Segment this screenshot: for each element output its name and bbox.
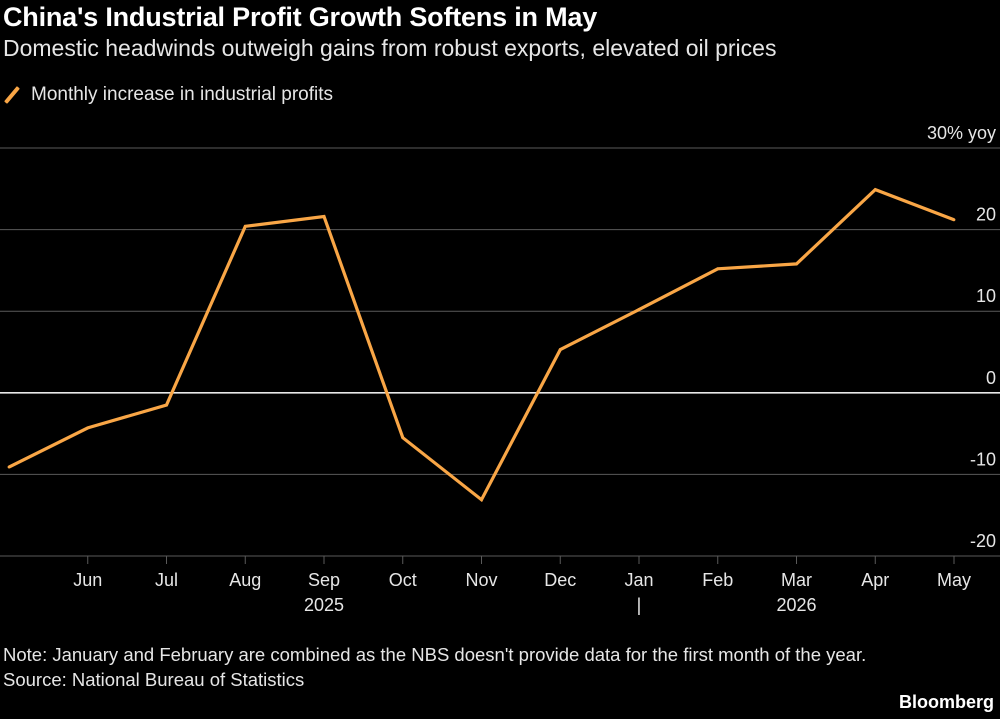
y-tick-label: 0 xyxy=(986,368,996,388)
chart-subtitle: Domestic headwinds outweigh gains from r… xyxy=(3,35,777,61)
y-axis-labels: -20 -10 0 10 20 30% yoy xyxy=(927,123,996,551)
data-point xyxy=(873,188,877,192)
x-tick-label: Jul xyxy=(155,570,178,590)
chart-title: China's Industrial Profit Growth Softens… xyxy=(3,2,598,32)
data-point xyxy=(7,465,11,469)
chart-legend: Monthly increase in industrial profits xyxy=(3,83,333,107)
data-point xyxy=(637,308,641,311)
y-tick-label: -20 xyxy=(970,531,996,551)
year-label: 2026 xyxy=(776,595,816,615)
data-point xyxy=(322,215,326,218)
data-point xyxy=(243,224,247,228)
chart-note: Note: January and February are combined … xyxy=(3,644,867,665)
grid-layer xyxy=(0,147,1000,557)
brand-logo: Bloomberg xyxy=(898,692,994,712)
x-tick-label: Dec xyxy=(544,570,576,590)
line-chart: -20 -10 0 10 20 30% yoy Jun Jul Aug Sep Oct Nov Dec… xyxy=(0,123,1000,615)
y-tick-label: 30% yoy xyxy=(927,123,996,143)
data-point xyxy=(952,218,956,222)
x-tick-label: Mar xyxy=(781,570,812,590)
data-point xyxy=(401,436,405,440)
series-line-industrial-profits xyxy=(8,187,955,503)
data-point xyxy=(86,426,90,430)
x-tick-label: Apr xyxy=(861,570,889,590)
series-layer xyxy=(7,187,956,503)
legend-label: Monthly increase in industrial profits xyxy=(31,84,334,105)
y-tick-label: 20 xyxy=(976,205,996,225)
x-tick-label: Nov xyxy=(465,570,497,590)
x-tick-label: Jan xyxy=(624,570,653,590)
x-tick-label: Sep xyxy=(308,570,340,590)
x-axis-labels: Jun Jul Aug Sep Oct Nov Dec Jan Feb Mar Apr May 2025… xyxy=(73,556,971,615)
data-point xyxy=(795,262,798,266)
data-point xyxy=(480,498,483,502)
legend-line-swatch-icon xyxy=(3,86,21,104)
data-point xyxy=(165,403,168,407)
x-tick-label: Jun xyxy=(73,570,102,590)
x-tick-label: Aug xyxy=(229,570,261,590)
x-tick-label: May xyxy=(937,570,971,590)
data-point xyxy=(558,348,562,351)
y-tick-label: -10 xyxy=(970,449,996,469)
x-tick-label: Feb xyxy=(702,570,733,590)
year-label: 2025 xyxy=(304,595,344,615)
y-tick-label: 10 xyxy=(976,286,996,306)
year-divider: | xyxy=(637,595,642,615)
chart-source: Source: National Bureau of Statistics xyxy=(3,669,305,690)
data-point xyxy=(716,267,720,271)
x-tick-label: Oct xyxy=(389,570,417,590)
